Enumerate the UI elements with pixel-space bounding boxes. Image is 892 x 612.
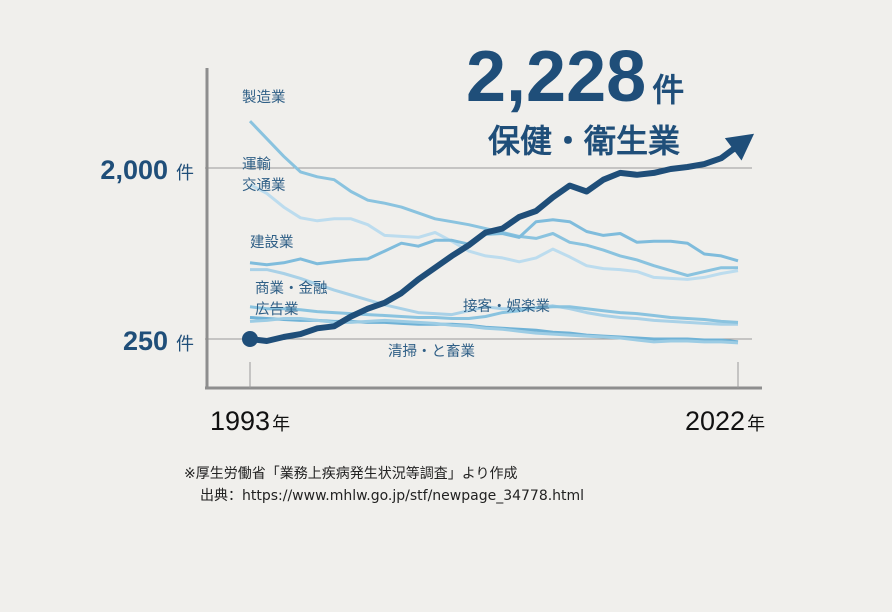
series-label: 商業・金融広告業: [255, 280, 328, 318]
series-line-other: [249, 183, 739, 281]
series-label: 運輸交通業: [242, 156, 286, 194]
series-label: 建設業: [250, 234, 294, 251]
series-label-line: 接客・娯楽業: [463, 298, 550, 315]
y-tick-unit: 件: [176, 163, 194, 184]
series-label: 清掃・と畜業: [388, 342, 475, 360]
y-tick-label: 2,000 件: [100, 155, 194, 185]
x-tick-label: 2022 年: [685, 406, 765, 436]
series-label: 接客・娯楽業: [463, 298, 550, 315]
highlight-callout: 2,228 件保健・衛生業: [466, 37, 684, 160]
series-label-line: 広告業: [255, 301, 299, 318]
y-tick-number: 250: [123, 326, 168, 356]
series-lines: [242, 120, 755, 347]
series-label: 製造業: [242, 89, 286, 106]
series-line-other: [249, 305, 739, 324]
series-label-line: 建設業: [250, 234, 294, 251]
series-label-line: 商業・金融: [255, 280, 328, 297]
series-label-line: 交通業: [242, 176, 286, 194]
y-tick-unit: 件: [176, 334, 194, 355]
series-line-other: [249, 218, 739, 267]
highlight-value: 2,228 件: [466, 37, 684, 117]
x-tick-unit: 年: [272, 414, 290, 435]
footnote: ※厚生労働省「業務上疾病発生状況等調査」より作成 出典：https://www.…: [184, 463, 584, 507]
x-tick-number: 1993: [210, 406, 270, 436]
y-tick-label: 250 件: [123, 326, 194, 356]
series-label-line: 清掃・と畜業: [388, 342, 475, 360]
series-label-line: 製造業: [242, 89, 286, 106]
highlight-value-unit: 件: [652, 71, 684, 109]
y-tick-number: 2,000: [100, 155, 168, 185]
footnote-source-note: ※厚生労働省「業務上疾病発生状況等調査」より作成: [184, 466, 518, 482]
highlight-series-label: 保健・衛生業: [488, 122, 680, 160]
x-tick-number: 2022: [685, 406, 745, 436]
highlight-start-dot: [242, 331, 258, 347]
series-line-other: [249, 317, 739, 345]
x-tick-unit: 年: [747, 414, 765, 435]
highlight-value-number: 2,228: [466, 37, 646, 117]
axes: [205, 68, 762, 390]
highlight-arrowhead: [724, 133, 755, 161]
series-line-highlight: [247, 142, 741, 344]
series-label-line: 運輸: [242, 156, 271, 173]
footnote-source-url: 出典：https://www.mhlw.go.jp/stf/newpage_34…: [200, 488, 585, 504]
series-line-other: [250, 268, 738, 326]
x-tick-label: 1993 年: [210, 406, 290, 436]
